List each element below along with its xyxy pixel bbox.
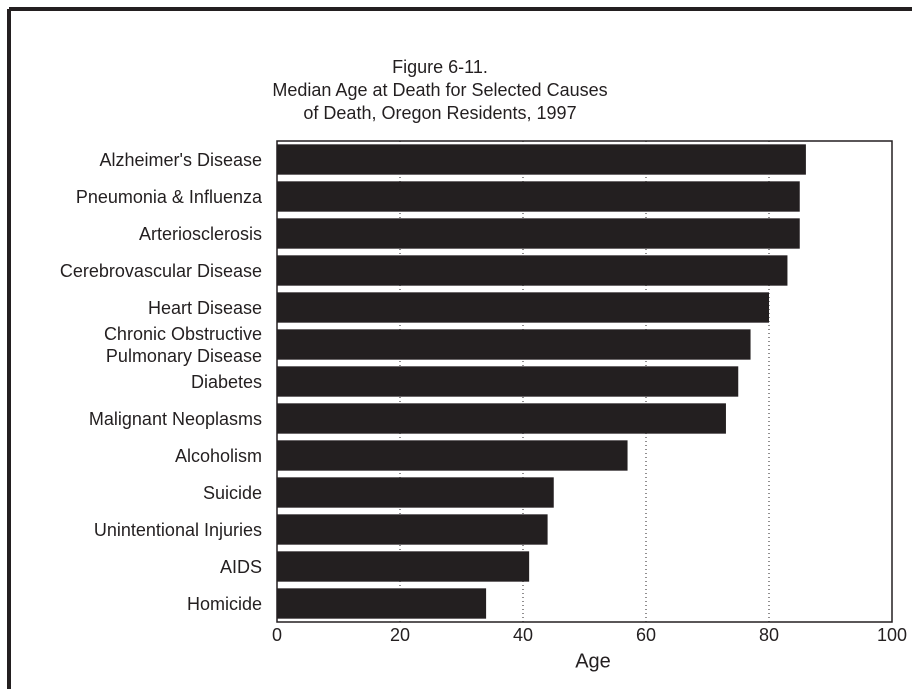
x-tick-label: 20 (390, 625, 410, 645)
y-tick-label: Cerebrovascular Disease (59, 260, 262, 281)
chart-title: of Death, Oregon Residents, 1997 (303, 103, 576, 123)
y-tick-label: Arteriosclerosis (138, 223, 262, 244)
y-tick-label: Alzheimer's Disease (99, 149, 263, 170)
x-tick-label: 80 (759, 625, 779, 645)
y-tick-label: Diabetes (190, 371, 262, 392)
x-tick-label: 40 (513, 625, 533, 645)
bar (277, 144, 806, 175)
y-tick-label: Chronic Obstructive Pulmonary Disease (103, 323, 262, 366)
y-tick-label: AIDS (219, 556, 262, 577)
y-tick-label: Pneumonia & Influenza (75, 186, 262, 207)
y-tick-label: Unintentional Injuries (93, 519, 262, 540)
chart-title: Median Age at Death for Selected Causes (272, 80, 607, 100)
bar (277, 588, 487, 619)
bar (277, 514, 548, 545)
bar (277, 218, 800, 249)
bar (277, 477, 554, 508)
bar (277, 292, 769, 323)
bar (277, 403, 726, 434)
x-tick-label: 0 (272, 625, 282, 645)
bar (277, 440, 628, 471)
y-tick-label: Malignant Neoplasms (88, 408, 262, 429)
y-tick-label: Homicide (186, 593, 262, 614)
bar (277, 329, 751, 360)
x-tick-label: 60 (636, 625, 656, 645)
bar (277, 255, 788, 286)
x-axis-label: Age (575, 650, 611, 672)
bar (277, 181, 800, 212)
bar (277, 551, 530, 582)
bar (277, 366, 739, 397)
chart-title: Figure 6-11. (392, 57, 488, 77)
y-tick-label: Heart Disease (147, 297, 262, 318)
y-tick-label: Alcoholism (174, 445, 262, 466)
y-tick-label: Suicide (202, 482, 262, 503)
x-tick-label: 100 (877, 625, 907, 645)
